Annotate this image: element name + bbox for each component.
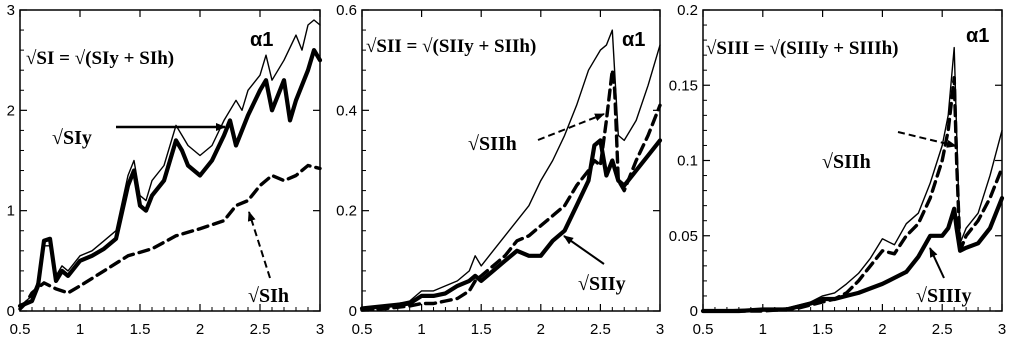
panel-3-arrow-y [929, 247, 945, 279]
panel-2-ytick-label: 0 [349, 303, 357, 320]
panel-1-ytick-label: 1 [7, 203, 15, 220]
panel-2-frame [361, 9, 661, 312]
panel-1-annotation-y: √SIy [52, 127, 92, 149]
panel-3-plot: 0.5 1 1.5 2 2.5 3 0 0.05 0.1 0.15 0.2 [669, 2, 1006, 338]
panel-3-annotation-y: √SIIIy [916, 285, 971, 307]
panel-1-series-thin [19, 19, 321, 307]
panel-3-series-dashed [701, 75, 1004, 313]
panel-1: √SI = √(SIy + SIh) α1 √SIy √SIh [26, 29, 289, 307]
panel-1-xtick-label: 2.5 [250, 321, 271, 338]
panel-3-xtick-label: 3 [998, 321, 1006, 338]
panel-1-xtick-label: 1.5 [130, 321, 151, 338]
panel-1-arrow-h [247, 211, 271, 279]
panel-2-ytick-label: 0.6 [336, 2, 357, 19]
panel-1-series-thick [17, 47, 323, 309]
panel-1-formula: √SI = √(SIy + SIh) [26, 48, 174, 69]
panel-3-formula: √SIII = √(SIIIy + SIIIh) [706, 38, 898, 59]
panel-3-arrow-h [897, 131, 957, 148]
panel-2-xtick-label: 2.5 [590, 321, 611, 338]
panel-2-xtick-label: 1.5 [471, 321, 492, 338]
panel-2: √SII = √(SIIy + SIIh) α1 √SIIh √SIIy [366, 29, 645, 295]
panel-3-xtick-label: 2.5 [932, 321, 953, 338]
panel-1-frame [19, 9, 321, 312]
panel-2-plot: 0.5 1 1.5 2 2.5 3 0 0.2 0.4 0.6 [336, 2, 664, 338]
panel-3-xtick-label: 2 [878, 321, 886, 338]
panel-3-ytick-label: 0.2 [677, 2, 698, 19]
panel-1-ytick-label: 0 [7, 303, 15, 320]
panel-3-xtick-label: 1 [759, 321, 767, 338]
panel-1-xtick-label: 0.5 [10, 321, 31, 338]
panel-2-xtick-label: 1 [417, 321, 425, 338]
panel-1-annotation-h: √SIh [248, 285, 289, 307]
panel-1-xtick-label: 2 [196, 321, 204, 338]
panel-1-xtick-label: 1 [76, 321, 84, 338]
panel-3-ytick-label: 0.15 [669, 77, 698, 94]
panel-2-xtick-label: 2 [537, 321, 545, 338]
panel-3-annotation-h: √SIIh [822, 151, 871, 173]
panel-2-annotation-h: √SIIh [468, 133, 517, 155]
panel-3: √SIII = √(SIIIy + SIIIh) α1 √SIIh √SIIIy [706, 25, 989, 307]
panel-3-xtick-label: 0.5 [693, 321, 714, 338]
panel-3-ytick-label: 0.1 [677, 153, 698, 170]
panel-1-xtick-label: 3 [316, 321, 324, 338]
panel-3-ytick-label: 0 [690, 303, 698, 320]
panel-2-ytick-label: 0.2 [336, 203, 357, 220]
panel-2-series-thick [359, 138, 663, 311]
panel-3-ytick-label: 0.05 [669, 228, 698, 245]
panel-1-series-dashed [18, 163, 322, 311]
panel-3-label: α1 [966, 25, 989, 47]
panel-2-arrow-h [537, 113, 605, 141]
panel-1-plot: 0.5 1 1.5 2 2.5 3 0 1 2 3 [7, 2, 325, 338]
panel-2-formula: √SII = √(SIIy + SIIh) [366, 36, 536, 57]
panel-2-xtick-label: 3 [656, 321, 664, 338]
panel-2-xtick-label: 0.5 [352, 321, 373, 338]
panel-2-label: α1 [622, 29, 645, 51]
panel-2-series-dashed [360, 68, 662, 312]
panel-2-annotation-y: √SIIy [578, 273, 626, 295]
panel-1-ytick-label: 2 [7, 102, 15, 119]
panel-1-ytick-label: 3 [7, 2, 15, 19]
panel-1-label: α1 [250, 29, 273, 51]
panel-2-arrow-y [563, 235, 605, 265]
panel-2-ytick-label: 0.4 [336, 102, 357, 119]
panel-3-xtick-label: 1.5 [812, 321, 833, 338]
